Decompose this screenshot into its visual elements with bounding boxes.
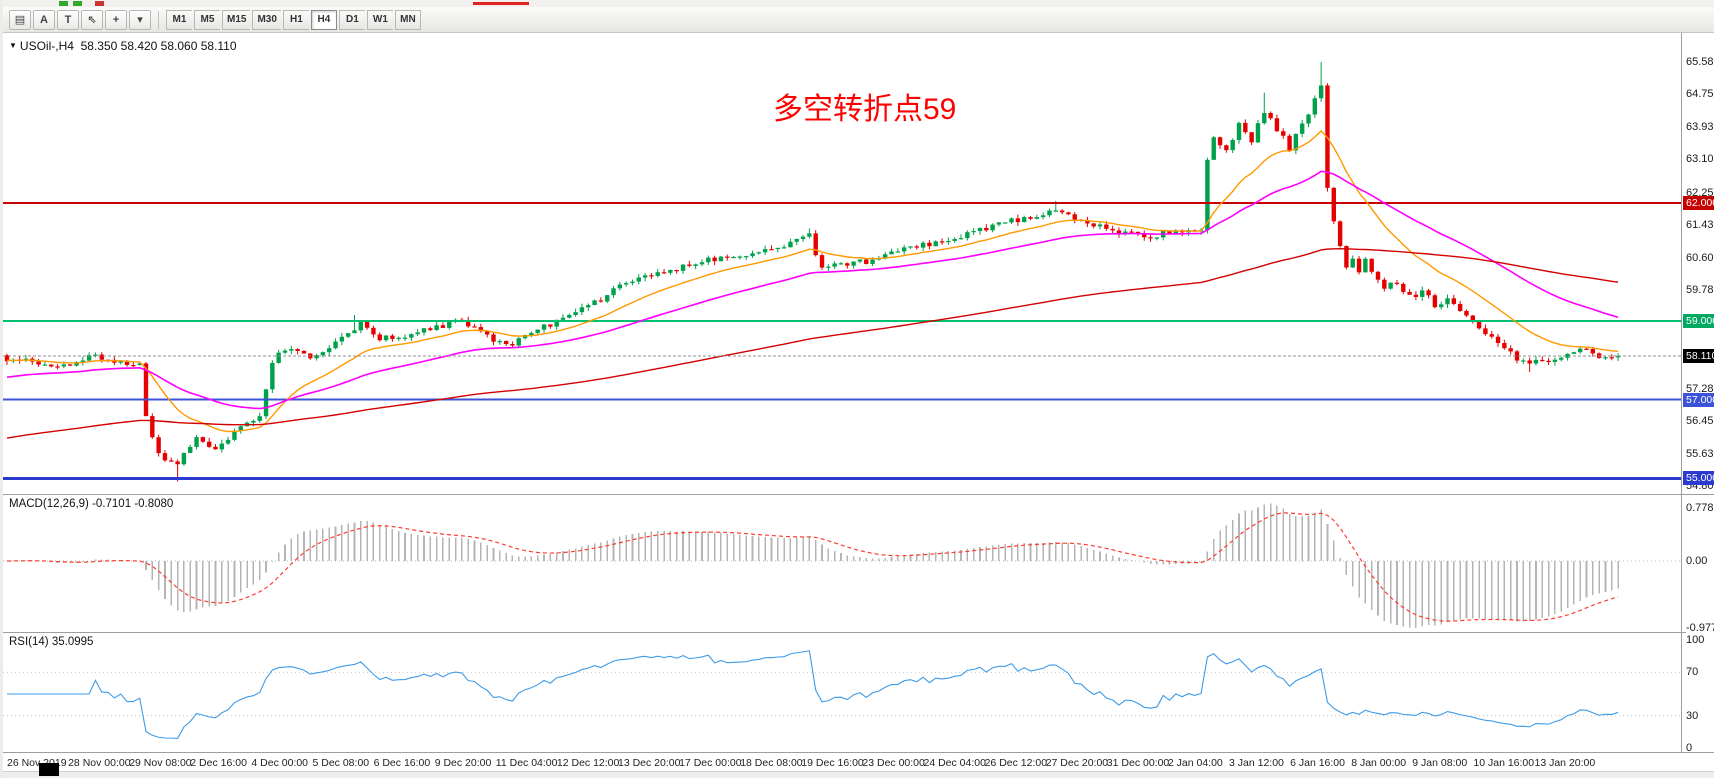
time-axis-label: 29 Nov 08:00 — [129, 757, 192, 769]
time-axis-label: 6 Jan 16:00 — [1290, 757, 1345, 769]
macd-scale-label: -0.9773 — [1686, 621, 1714, 634]
chart-mode-button[interactable]: ▤ — [9, 9, 31, 30]
price-scale-label: 55.630 — [1686, 447, 1714, 460]
level-badge-57: 57.000 — [1683, 392, 1714, 407]
time-axis-label: 12 Dec 12:00 — [556, 757, 620, 769]
time-axis-label: 5 Dec 08:00 — [312, 757, 370, 769]
time-axis-label: 24 Dec 04:00 — [923, 757, 986, 769]
rsi-chart[interactable] — [3, 633, 1681, 752]
annotate-a-button[interactable]: A — [33, 9, 55, 30]
time-axis-label: 26 Dec 12:00 — [984, 757, 1048, 769]
time-axis-label: 9 Dec 20:00 — [434, 757, 492, 769]
price-scale[interactable]: 65.580 64.755 63.930 63.105 62.255 61.430 60.6… — [1682, 33, 1714, 754]
cropped-icon-remnant — [73, 1, 82, 6]
level-badge-59: 59.000 — [1683, 313, 1714, 328]
rsi-scale-label: 0 — [1686, 742, 1693, 754]
ohlc-values: 58.350 58.420 58.060 58.110 — [80, 39, 237, 53]
level-badge-62: 62.000 — [1683, 195, 1714, 210]
symbol-marker-icon: ▼ — [9, 41, 17, 50]
cropped-icon-remnant — [95, 1, 104, 6]
price-scale-label: 56.455 — [1686, 415, 1714, 428]
cropped-icon-remnant — [59, 1, 68, 6]
time-axis-label: 31 Dec 00:00 — [1106, 757, 1170, 769]
text-tool-button[interactable]: T — [57, 9, 79, 30]
price-scale-label: 64.755 — [1686, 88, 1714, 101]
macd-scale-label: 0.7782 — [1686, 501, 1714, 514]
timeframe-m1-button[interactable]: M1 — [166, 9, 192, 30]
time-axis-label: 19 Dec 16:00 — [801, 757, 864, 769]
cropped-icon-remnant — [473, 2, 529, 5]
timeframe-mn-button[interactable]: MN — [394, 9, 421, 30]
cropped-toolbar-strip — [3, 0, 1714, 7]
time-axis-label: 3 Jan 12:00 — [1229, 757, 1284, 769]
time-axis-label: 13 Jan 20:00 — [1534, 757, 1596, 769]
price-scale-label: 57.280 — [1686, 382, 1714, 395]
price-scale-label: 62.255 — [1686, 186, 1714, 199]
time-axis-label: 18 Dec 08:00 — [740, 757, 803, 769]
time-axis-label: 9 Jan 08:00 — [1412, 757, 1468, 769]
cursor-tool-button[interactable]: ⇖ — [81, 9, 103, 30]
tools-dropdown-button[interactable]: ▾ — [129, 9, 151, 30]
panel-separator[interactable] — [3, 632, 1714, 633]
level-badge-55: 55.000 — [1683, 471, 1714, 486]
time-axis-label: 10 Jan 16:00 — [1473, 757, 1535, 769]
bottom-strip — [3, 771, 1714, 778]
rsi-legend: RSI(14) 35.0995 — [9, 636, 94, 648]
chart-legend: ▼ USOil-,H4 58.350 58.420 58.060 58.110 — [9, 39, 237, 53]
timeframe-m5-button[interactable]: M5 — [194, 9, 220, 30]
time-axis-label: 6 Dec 16:00 — [373, 757, 431, 769]
time-axis-label: 2 Jan 04:00 — [1167, 757, 1223, 769]
time-axis-label: 13 Dec 20:00 — [618, 757, 681, 769]
macd-scale-label: 0.00 — [1686, 555, 1708, 567]
time-axis-label: 4 Dec 00:00 — [251, 757, 309, 769]
timeframe-w1-button[interactable]: W1 — [366, 9, 393, 30]
price-scale-label: 63.930 — [1686, 120, 1714, 133]
scale-separator — [1681, 33, 1682, 752]
macd-chart[interactable] — [3, 495, 1681, 632]
time-axis-label: 11 Dec 04:00 — [495, 757, 558, 769]
time-scale[interactable]: 26 Nov 2019 28 Nov 00:00 29 Nov 08:00 2 Dec… — [3, 752, 1714, 771]
toolbar: ▤ A T ⇖ + ▾ M1 M5 M15 M30 H1 H4 D1 W1 MN — [3, 7, 1714, 33]
timeframe-h1-button[interactable]: H1 — [282, 9, 309, 30]
timeframe-m30-button[interactable]: M30 — [252, 9, 281, 30]
panel-separator[interactable] — [3, 494, 1714, 495]
crosshair-tool-button[interactable]: + — [105, 9, 127, 30]
current-price-badge: 58.110 — [1683, 348, 1714, 363]
text-annotation[interactable]: 多空转折点59 — [773, 93, 957, 126]
time-axis-label: 23 Dec 00:00 — [862, 757, 925, 769]
price-scale-label: 63.105 — [1686, 153, 1714, 166]
price-chart[interactable] — [3, 33, 1681, 494]
time-axis-label: 8 Jan 00:00 — [1351, 757, 1407, 769]
time-axis-label: 17 Dec 00:00 — [679, 757, 742, 769]
toolbar-separator — [158, 10, 159, 29]
price-scale-label: 61.430 — [1686, 219, 1714, 232]
price-scale-label: 60.605 — [1686, 251, 1714, 264]
time-axis-label: 2 Dec 16:00 — [190, 757, 247, 769]
macd-legend: MACD(12,26,9) -0.7101 -0.8080 — [9, 498, 174, 510]
rsi-scale-label: 70 — [1686, 666, 1699, 679]
rsi-scale-label: 100 — [1686, 634, 1705, 646]
timeframe-m15-button[interactable]: M15 — [222, 9, 251, 30]
timeframe-h4-button[interactable]: H4 — [310, 9, 337, 30]
rsi-scale-label: 30 — [1686, 709, 1699, 722]
macd-values: -0.7101 -0.8080 — [92, 498, 174, 510]
price-scale-label: 65.580 — [1686, 56, 1714, 68]
price-scale-label: 59.780 — [1686, 284, 1714, 297]
chart-scroll-marker[interactable] — [39, 763, 59, 776]
symbol-title: USOil-,H4 — [19, 39, 74, 53]
time-axis-label: 27 Dec 20:00 — [1045, 757, 1109, 769]
rsi-value: 35.0995 — [51, 636, 94, 648]
timeframe-d1-button[interactable]: D1 — [338, 9, 365, 30]
time-axis-label: 28 Nov 00:00 — [68, 757, 131, 769]
